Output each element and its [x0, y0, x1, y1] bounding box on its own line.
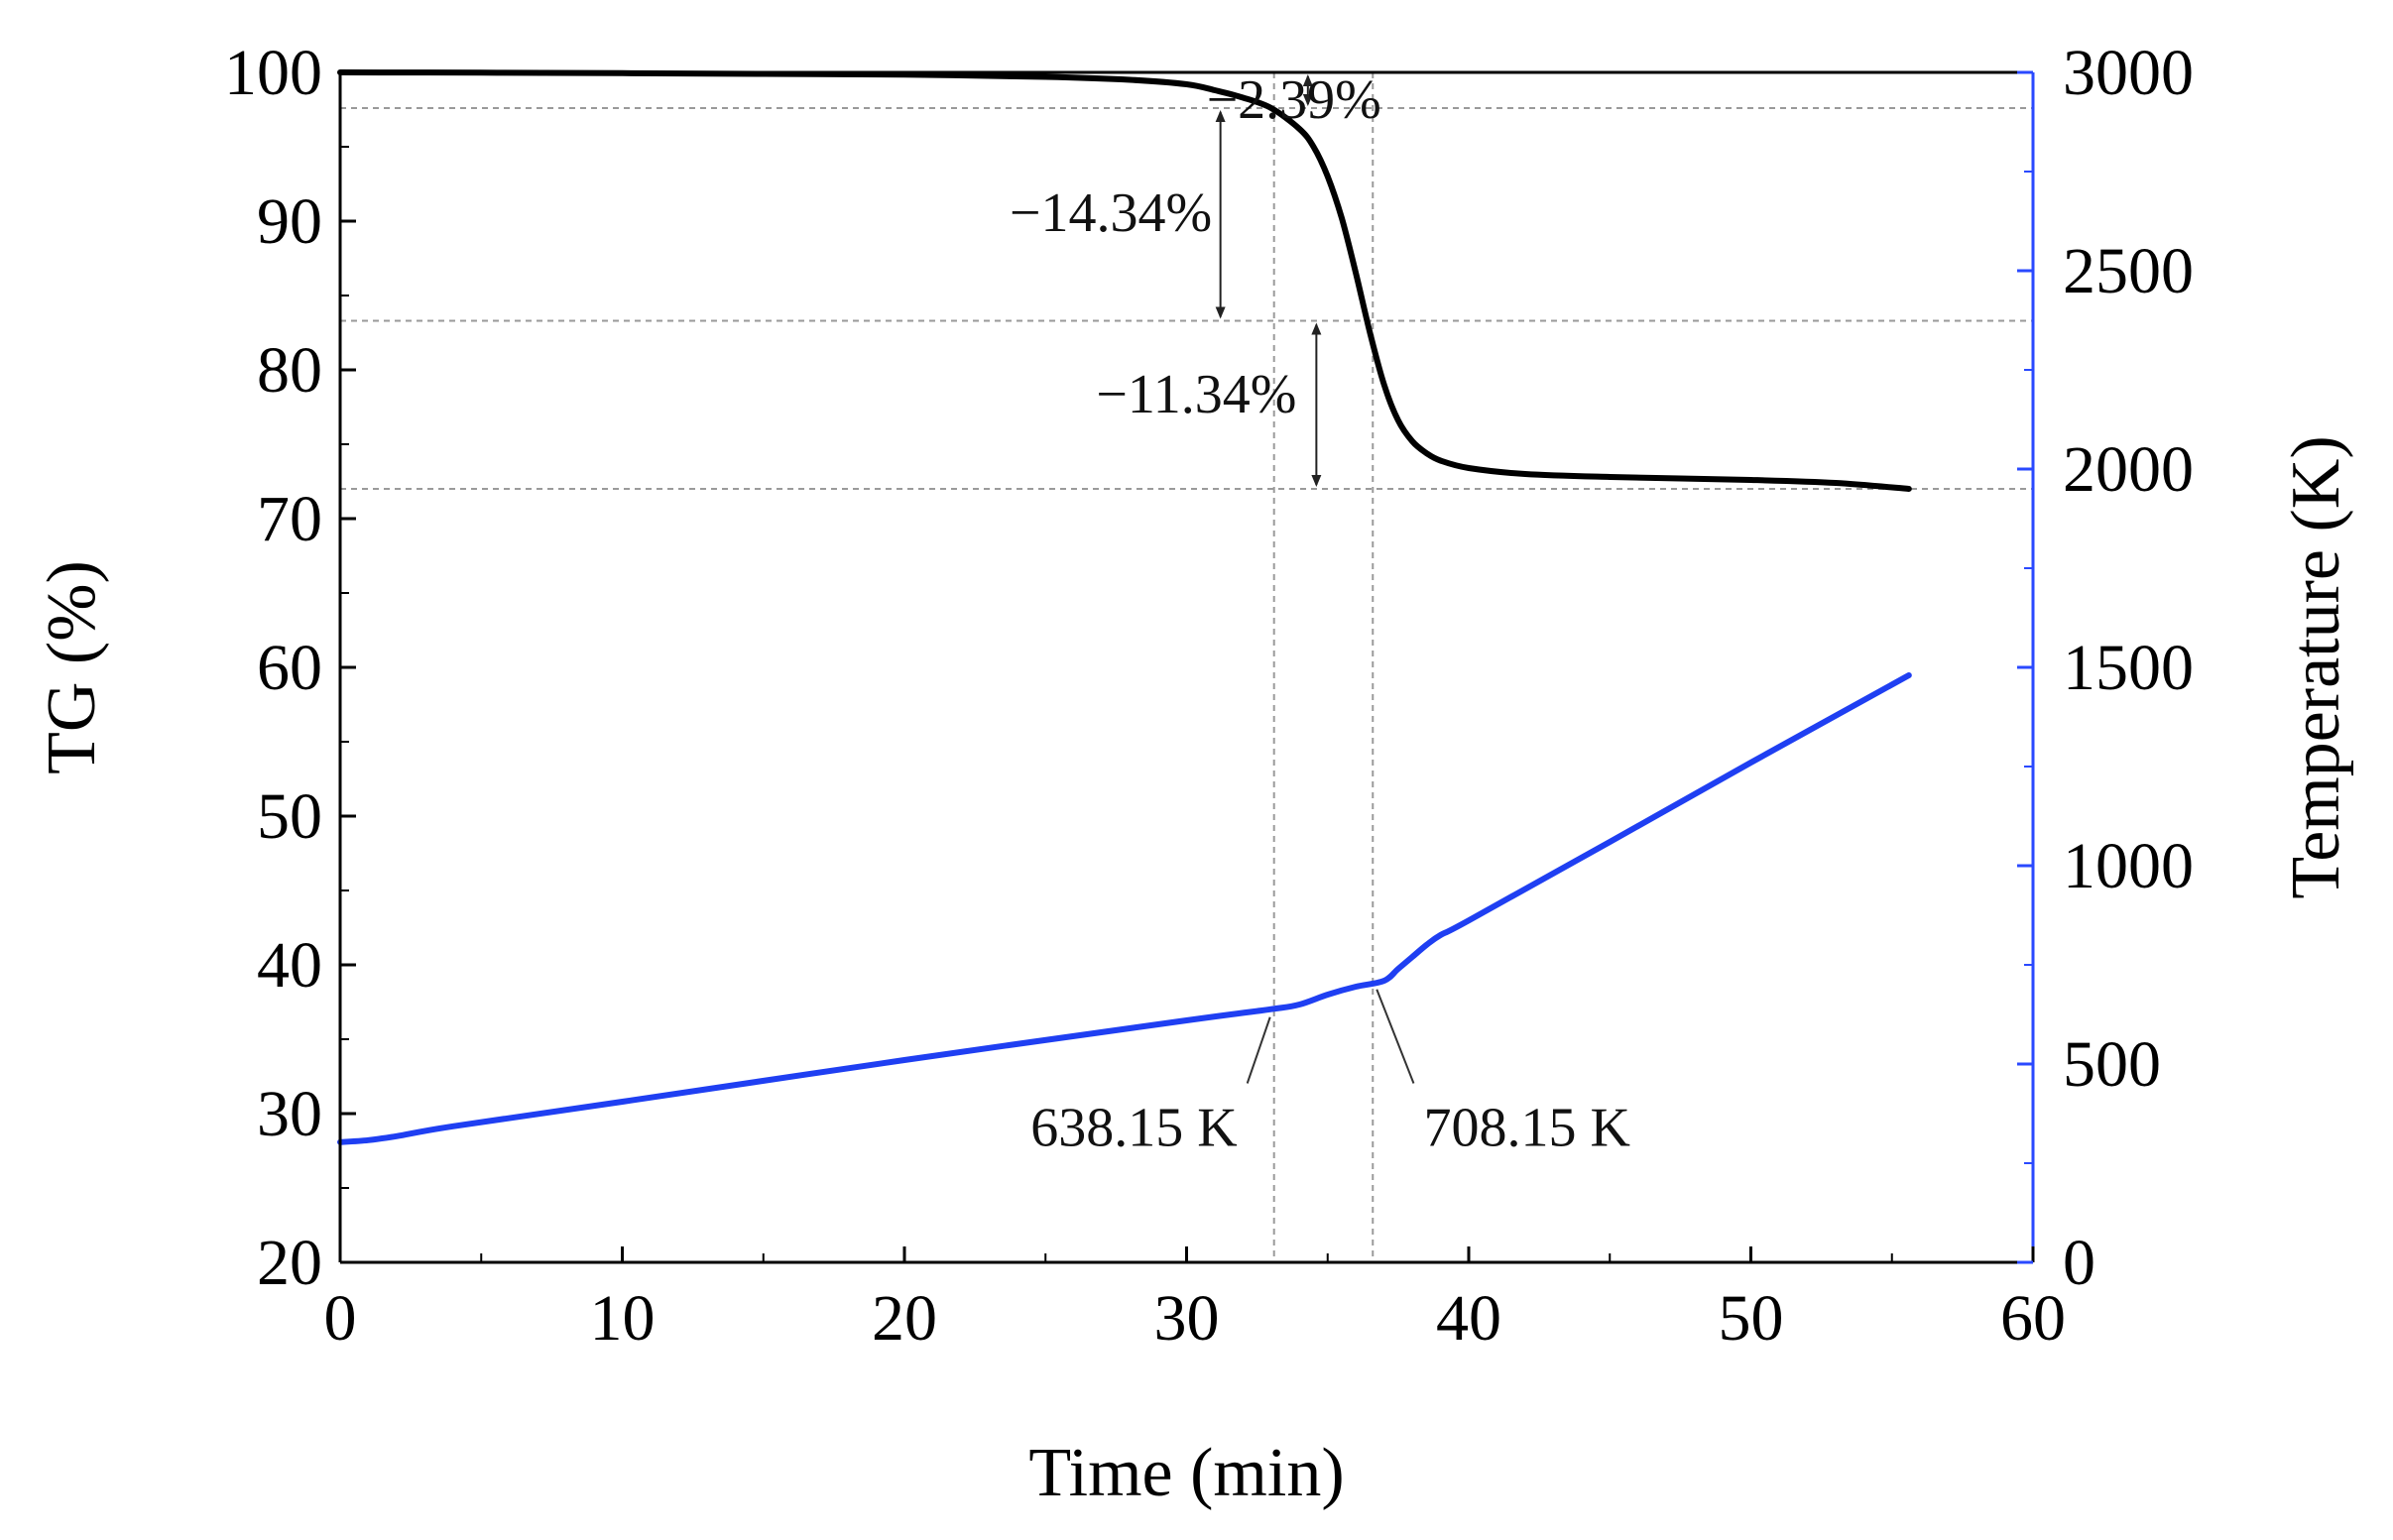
y-left-tick-label-6: 80: [257, 334, 322, 407]
y-right-tick-label-5: 2500: [2063, 235, 2194, 307]
mass-loss-label-2: −11.34%: [1096, 364, 1296, 425]
x-tick-label-1: 10: [590, 1282, 656, 1355]
axis-labels: Time (min) TG (%) Temperature (K): [34, 435, 2354, 1511]
x-tick-label-3: 30: [1154, 1282, 1220, 1355]
series-lines: [337, 69, 1912, 1145]
temperature-series-line: [337, 672, 1912, 1145]
y-left-tick-label-0: 20: [257, 1227, 322, 1299]
x-axis-title: Time (min): [1028, 1435, 1344, 1511]
step-arrow-head-bottom-2: [1311, 475, 1322, 487]
temperature-leader-0: [1246, 1016, 1271, 1084]
y-left-tick-label-5: 70: [257, 483, 322, 555]
y-left-tick-label-3: 50: [257, 780, 322, 853]
step-arrow-head-bottom-0: [1302, 94, 1313, 106]
y-left-tick-label-1: 30: [257, 1078, 322, 1150]
y-right-tick-label-6: 3000: [2063, 37, 2194, 109]
x-tick-label-0: 0: [324, 1282, 357, 1355]
y-left-tick-label-8: 100: [224, 37, 322, 109]
mass-loss-label-0: −2.39%: [1207, 69, 1381, 131]
temperature-leader-1: [1376, 989, 1415, 1084]
tg-series-line: [337, 69, 1912, 492]
mass-loss-label-1: −14.34%: [1010, 182, 1212, 244]
axes: 0 10 20 30 40 50 60203040506070809010005001000…: [224, 37, 2194, 1355]
step-arrow-head-top-1: [1215, 110, 1226, 122]
x-tick-label-6: 60: [2000, 1282, 2066, 1355]
step-arrow-head-bottom-1: [1215, 306, 1226, 319]
x-tick-label-5: 50: [1719, 1282, 1784, 1355]
x-tick-label-2: 20: [872, 1282, 937, 1355]
y-right-tick-label-1: 500: [2063, 1028, 2161, 1101]
y-left-tick-label-7: 90: [257, 185, 322, 258]
y-right-tick-label-4: 2000: [2063, 433, 2194, 506]
temperature-label-1: 708.15 K: [1423, 1097, 1629, 1158]
x-tick-label-4: 40: [1436, 1282, 1501, 1355]
y-axis-right-title: Temperature (K): [2278, 435, 2354, 898]
y-axis-left-title: TG (%): [34, 560, 110, 774]
y-right-tick-label-0: 0: [2063, 1227, 2095, 1299]
step-arrow-head-top-0: [1302, 74, 1313, 86]
guide-lines: [340, 71, 2033, 1262]
annotation-layer: −2.39% −14.34% −11.34% 638.15 K 708.15 K: [1010, 69, 1630, 1159]
y-right-tick-label-2: 1000: [2063, 830, 2194, 902]
step-arrow-head-top-2: [1311, 322, 1322, 335]
y-right-tick-label-3: 1500: [2063, 632, 2194, 704]
temperature-label-0: 638.15 K: [1030, 1097, 1237, 1158]
y-left-tick-label-2: 40: [257, 929, 322, 1002]
y-left-tick-label-4: 60: [257, 632, 322, 704]
